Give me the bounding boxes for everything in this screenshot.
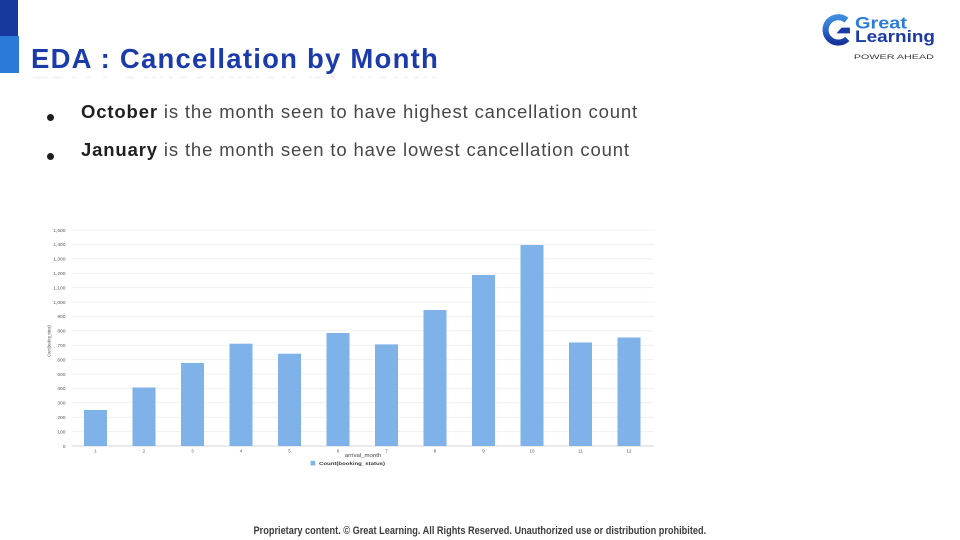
svg-text:POWER AHEAD: POWER AHEAD	[854, 54, 934, 61]
svg-text:700: 700	[57, 343, 65, 349]
svg-text:600: 600	[57, 357, 65, 363]
svg-text:300: 300	[57, 401, 65, 407]
svg-text:7: 7	[385, 449, 388, 454]
svg-text:Count(booking_status): Count(booking_status)	[319, 461, 385, 467]
svg-text:500: 500	[57, 372, 65, 378]
svg-text:11: 11	[578, 449, 583, 454]
svg-text:2: 2	[143, 449, 146, 454]
svg-text:10: 10	[530, 449, 535, 454]
svg-text:1,200: 1,200	[53, 271, 66, 277]
svg-text:3: 3	[191, 449, 194, 454]
svg-text:200: 200	[57, 415, 65, 421]
svg-text:12: 12	[627, 449, 632, 454]
svg-text:900: 900	[57, 314, 65, 320]
svg-text:Count(booking_status): Count(booking_status)	[47, 325, 52, 356]
svg-text:800: 800	[57, 329, 65, 335]
svg-text:100: 100	[57, 429, 65, 435]
svg-text:400: 400	[57, 386, 65, 392]
svg-text:Great: Great	[855, 14, 908, 32]
svg-text:1,100: 1,100	[53, 285, 66, 291]
svg-text:1: 1	[94, 449, 97, 454]
svg-text:4: 4	[240, 449, 243, 454]
svg-text:1,400: 1,400	[53, 242, 66, 248]
svg-text:Learning: Learning	[855, 28, 935, 46]
svg-text:0: 0	[63, 444, 66, 450]
svg-text:1,300: 1,300	[53, 257, 66, 263]
svg-text:1,500: 1,500	[53, 228, 66, 234]
svg-text:6: 6	[337, 449, 340, 454]
svg-text:arrival_month: arrival_month	[345, 453, 382, 459]
svg-text:1,000: 1,000	[53, 300, 66, 306]
svg-text:5: 5	[288, 449, 291, 454]
svg-text:8: 8	[434, 449, 437, 454]
svg-text:9: 9	[482, 449, 485, 454]
